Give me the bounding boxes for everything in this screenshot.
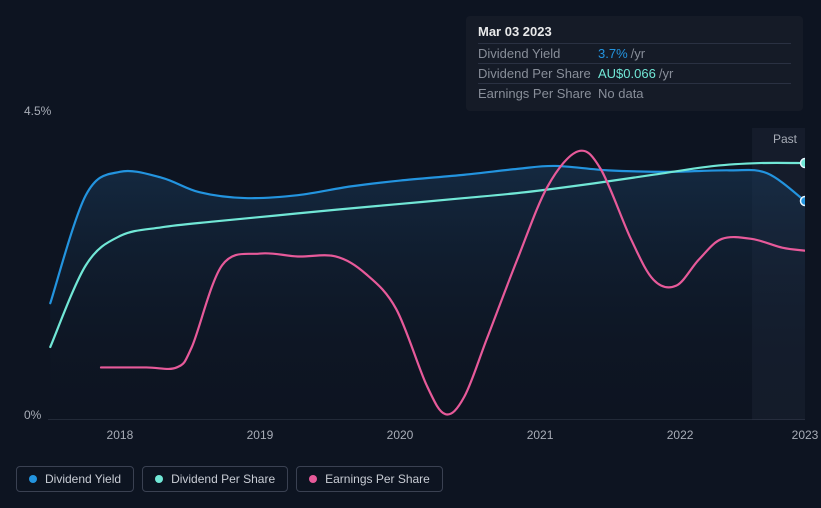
x-axis-tick: 2023 (792, 428, 819, 442)
x-axis-tick: 2021 (527, 428, 554, 442)
tooltip-row: Earnings Per ShareNo data (478, 83, 791, 103)
x-axis-tick: 2018 (107, 428, 134, 442)
chart-plot-area[interactable]: Past (48, 128, 805, 420)
legend-label: Dividend Per Share (171, 472, 275, 486)
x-axis-tick: 2022 (667, 428, 694, 442)
tooltip-label: Dividend Per Share (478, 66, 598, 81)
tooltip-unit: /yr (631, 46, 645, 61)
legend-item[interactable]: Earnings Per Share (296, 466, 443, 492)
tooltip-label: Dividend Yield (478, 46, 598, 61)
legend-dot-icon (29, 475, 37, 483)
legend-label: Dividend Yield (45, 472, 121, 486)
tooltip-unit: /yr (659, 66, 673, 81)
tooltip-value: No data (598, 86, 644, 101)
x-axis-tick: 2020 (387, 428, 414, 442)
y-axis-min-label: 0% (24, 408, 41, 422)
tooltip-row: Dividend Yield3.7%/yr (478, 43, 791, 63)
legend-item[interactable]: Dividend Per Share (142, 466, 288, 492)
series-end-marker (801, 159, 806, 168)
past-label: Past (773, 132, 797, 146)
tooltip-value: AU$0.066 (598, 66, 656, 81)
tooltip-value: 3.7% (598, 46, 628, 61)
legend-dot-icon (155, 475, 163, 483)
x-axis-tick: 2019 (247, 428, 274, 442)
chart-legend: Dividend Yield Dividend Per Share Earnings… (16, 466, 443, 492)
legend-dot-icon (309, 475, 317, 483)
chart-container: 4.5% 0% Past 201820192020202120222023 (16, 100, 805, 450)
series-end-marker (801, 197, 806, 206)
tooltip-row: Dividend Per ShareAU$0.066/yr (478, 63, 791, 83)
chart-tooltip: Mar 03 2023 Dividend Yield3.7%/yrDividen… (466, 16, 803, 111)
legend-label: Earnings Per Share (325, 472, 430, 486)
tooltip-date: Mar 03 2023 (478, 24, 791, 43)
legend-item[interactable]: Dividend Yield (16, 466, 134, 492)
y-axis-max-label: 4.5% (24, 104, 51, 118)
chart-svg (48, 128, 805, 420)
tooltip-label: Earnings Per Share (478, 86, 598, 101)
